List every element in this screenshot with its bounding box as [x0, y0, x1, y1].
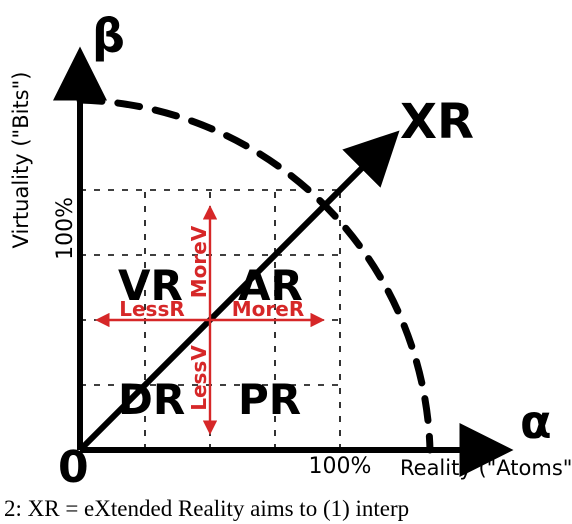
beta-symbol: β — [92, 9, 125, 63]
xtick-100: 100% — [309, 454, 372, 479]
red-morev: MoreV — [187, 225, 211, 298]
quad-dr: DR — [118, 375, 185, 424]
red-lessv: LessV — [187, 345, 211, 411]
ytick-100: 100% — [53, 197, 78, 260]
xr-diagram: 100% 100% α β Reality ("Atoms") Virtuali… — [0, 0, 572, 492]
red-morer: MoreR — [232, 297, 304, 321]
origin-label: 0 — [58, 442, 89, 492]
x-axis-subtitle: Reality ("Atoms") — [400, 456, 572, 480]
y-axis-subtitle: Virtuality ("Bits") — [9, 72, 33, 249]
quad-pr: PR — [238, 375, 301, 424]
red-lessr: LessR — [119, 297, 185, 321]
figure-caption-fragment: 2: XR = eXtended Reality aims to (1) int… — [0, 496, 572, 524]
xr-label: XR — [400, 94, 474, 150]
alpha-symbol: α — [520, 395, 552, 449]
